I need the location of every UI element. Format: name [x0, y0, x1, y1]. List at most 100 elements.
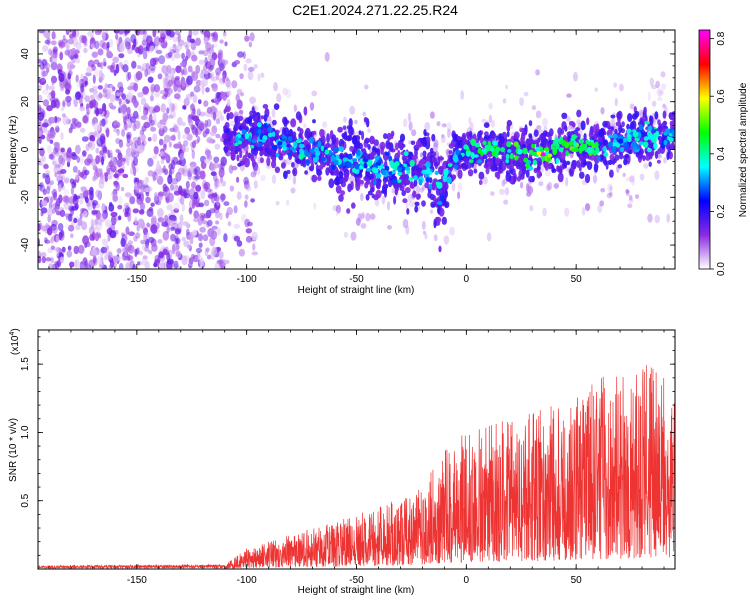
ridge-blob — [414, 205, 419, 213]
noise-blob — [127, 244, 135, 254]
ridge-blob — [252, 127, 256, 137]
noise-blob — [173, 202, 180, 211]
ridge-blob — [451, 174, 457, 180]
core-blob — [257, 142, 263, 147]
noise-blob — [177, 32, 181, 43]
core-blob — [375, 173, 382, 179]
x-tick-label: -150 — [127, 274, 147, 285]
halo-blob — [638, 109, 643, 115]
noise-blob — [46, 186, 51, 195]
ridge-blob — [478, 179, 483, 185]
halo-blob — [244, 194, 249, 200]
noise-blob — [66, 150, 73, 159]
ridge-blob — [579, 171, 585, 179]
noise-blob — [204, 56, 208, 66]
noise-blob — [190, 195, 194, 200]
ridge-blob — [280, 162, 286, 169]
noise-blob — [92, 90, 98, 99]
ridge-blob — [568, 120, 575, 126]
noise-blob — [53, 191, 57, 201]
halo-blob — [535, 110, 542, 119]
noise-blob — [224, 41, 228, 47]
noise-blob — [204, 149, 211, 156]
core-blob — [632, 131, 639, 138]
halo-blob — [415, 185, 421, 194]
core-blob — [457, 154, 463, 161]
noise-blob — [50, 196, 54, 204]
noise-blob — [118, 36, 123, 44]
ridge-blob — [370, 151, 377, 157]
halo-blob — [408, 121, 413, 131]
halo-blob — [436, 121, 441, 127]
noise-blob — [87, 203, 93, 211]
noise-blob — [252, 243, 256, 251]
ridge-blob — [406, 208, 410, 215]
halo-blob — [469, 122, 474, 132]
noise-blob — [168, 214, 176, 221]
noise-blob — [61, 246, 66, 253]
noise-blob — [90, 218, 95, 228]
noise-blob — [159, 262, 166, 269]
noise-blob — [159, 90, 166, 95]
ridge-blob — [223, 139, 227, 146]
noise-blob — [97, 48, 104, 56]
noise-blob — [197, 136, 201, 143]
noise-blob — [129, 260, 135, 269]
noise-blob — [62, 99, 67, 109]
noise-blob — [53, 164, 61, 175]
ridge-blob — [473, 149, 478, 154]
halo-blob — [361, 212, 365, 220]
noise-blob — [102, 238, 108, 246]
core-blob — [506, 141, 512, 148]
ridge-blob — [526, 143, 531, 152]
halo-blob — [350, 231, 357, 241]
noise-blob — [116, 128, 120, 136]
ridge-blob — [283, 117, 288, 128]
halo-blob — [271, 174, 277, 184]
ridge-blob — [266, 147, 272, 156]
ridge-blob — [537, 164, 541, 171]
halo-blob — [654, 170, 660, 180]
core-blob — [384, 152, 390, 156]
halo-blob — [285, 88, 292, 99]
noise-blob — [110, 165, 117, 172]
noise-blob — [121, 93, 127, 101]
noise-blob — [222, 73, 226, 84]
noise-blob — [123, 59, 129, 65]
ridge-blob — [250, 153, 254, 162]
core-blob — [305, 158, 310, 166]
noise-blob — [72, 195, 79, 206]
ridge-blob — [626, 123, 630, 130]
noise-blob — [147, 137, 152, 142]
noise-blob — [65, 95, 72, 103]
noise-blob — [158, 127, 165, 137]
ridge-blob — [615, 121, 622, 127]
ridge-blob — [260, 115, 265, 120]
ridge-blob — [540, 139, 545, 149]
noise-blob — [202, 69, 209, 75]
noise-blob — [223, 31, 227, 36]
noise-blob — [120, 186, 125, 192]
noise-blob — [211, 194, 215, 204]
ridge-blob — [510, 162, 514, 171]
noise-blob — [117, 152, 123, 160]
noise-blob — [186, 75, 193, 86]
core-blob — [453, 156, 459, 163]
noise-blob — [109, 149, 113, 158]
noise-blob — [176, 80, 182, 86]
noise-blob — [185, 48, 191, 59]
noise-blob — [82, 115, 89, 124]
noise-blob — [192, 254, 199, 263]
noise-blob — [219, 39, 224, 44]
noise-blob — [131, 143, 136, 153]
noise-blob — [174, 48, 180, 54]
noise-blob — [167, 174, 173, 185]
ridge-blob — [221, 132, 228, 140]
noise-blob — [102, 146, 108, 154]
core-blob — [282, 141, 287, 148]
snr-plot-area — [38, 365, 675, 569]
noise-blob — [71, 205, 79, 211]
ridge-blob — [443, 182, 449, 191]
noise-blob — [50, 131, 57, 136]
